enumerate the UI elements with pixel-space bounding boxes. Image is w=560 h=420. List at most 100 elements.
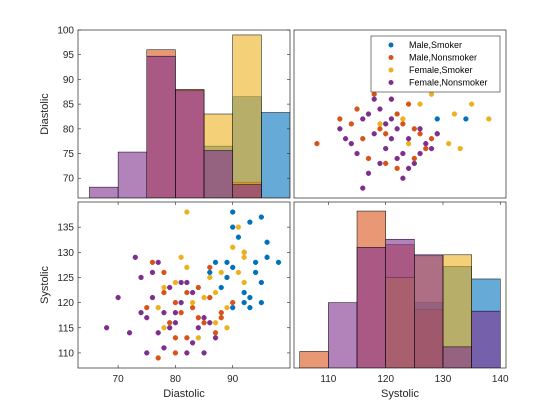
scatter-point-male-smoker [218,284,224,291]
legend-marker-female-nonsmoker [388,80,394,85]
y-tick-label: 90 [63,75,75,86]
scatter-point-female-nonsmoker [161,345,167,351]
scatter-point-female-nonsmoker [377,106,383,112]
scatter-point-male-smoker [207,269,213,276]
scatter-point-male-smoker [212,259,219,266]
scatter-point-female-nonsmoker [149,269,156,276]
scatter-point-female-nonsmoker [195,325,201,331]
y-tick-label: 135 [57,223,74,234]
scatter-point-female-smoker [457,145,463,152]
scatter-point-male-nonsmoker [394,165,400,172]
scatter-point-female-nonsmoker [417,126,423,132]
scatter-point-female-nonsmoker [405,136,412,142]
legend-marker-male-smoker [388,42,394,48]
scatter-point-female-nonsmoker [400,150,406,157]
histogram-bar-female-smoker [232,34,262,198]
scatter-point-female-nonsmoker [126,330,133,336]
histogram-bar-male-nonsmoker [299,351,329,368]
scatter-point-male-nonsmoker [144,304,150,311]
scatter-point-male-nonsmoker [423,145,429,152]
scatter-point-male-smoker [230,304,236,311]
scatter-point-female-nonsmoker [172,320,179,326]
histogram-bar-female-nonsmoker [471,310,501,368]
scatter-point-male-nonsmoker [161,269,167,276]
legend-marker-male-nonsmoker [388,55,394,60]
scatter-point-male-nonsmoker [218,315,224,321]
x-tick-label: 120 [377,374,394,385]
scatter-point-female-smoker [201,294,207,301]
diastolic-histogram-frame [77,29,291,199]
scatter-point-female-nonsmoker [360,185,366,191]
scatter-point-female-smoker [377,121,383,127]
scatter-point-female-smoker [195,335,201,341]
scatter-point-male-nonsmoker [207,264,213,271]
scatter-point-female-smoker [235,269,242,276]
scatter-point-female-smoker [224,304,230,311]
scatter-point-male-nonsmoker [383,131,389,137]
x-tick-label: 110 [320,374,336,385]
scatter-point-female-smoker [212,289,219,296]
scatter-point-female-nonsmoker [371,96,377,102]
scatter-point-male-nonsmoker [161,289,167,296]
histogram-bar-female-nonsmoker [232,184,262,198]
scatter-point-female-nonsmoker [167,325,173,331]
y-tick-label: 125 [57,273,74,284]
histogram-bar-female-nonsmoker [414,254,444,368]
y-tick-label: 115 [58,323,74,334]
diastolic-vs-systolic-scatter-frame [77,201,291,369]
scatter-point-female-nonsmoker [377,160,383,167]
y-axis-label-systolic: Systolic [39,266,51,304]
legend-label-male-smoker: Male,Smoker [409,40,462,50]
scatter-point-male-nonsmoker [172,299,179,306]
scatter-point-male-smoker [264,254,270,260]
scatter-point-male-nonsmoker [400,121,406,127]
scatter-point-female-smoker [428,91,435,97]
diastolic-histogram-panel: 70 75 80 85 90 95 100 [57,26,291,199]
scatter-point-male-smoker [224,259,230,266]
scatter-point-female-nonsmoker [178,279,184,286]
scatter-point-male-nonsmoker [405,101,412,107]
x-axis-label-systolic: Systolic [381,388,419,400]
scatter-point-female-smoker [230,244,236,250]
scatter-point-female-smoker [241,279,247,286]
scatter-point-female-nonsmoker [178,299,184,306]
scatter-point-male-smoker [463,116,469,122]
y-tick-label: 130 [57,248,74,259]
scatter-point-male-nonsmoker [195,284,201,291]
histogram-bar-female-nonsmoker [328,302,358,368]
y-tick-label: 95 [63,50,75,61]
scatter-point-male-nonsmoker [411,155,417,162]
scatter-point-male-nonsmoker [230,299,236,306]
scatter-point-female-smoker [486,116,492,122]
scatter-point-female-smoker [184,264,190,271]
scatter-point-female-smoker [161,325,167,331]
scatter-point-female-nonsmoker [405,165,412,172]
scatter-point-female-nonsmoker [388,136,395,142]
x-axis-label-diastolic: Diastolic [163,388,205,400]
scatter-point-male-nonsmoker [411,126,417,132]
scatter-point-male-nonsmoker [184,289,190,296]
scatter-point-female-smoker [446,140,452,147]
scatter-point-female-smoker [235,224,242,230]
scatter-point-female-nonsmoker [434,131,440,137]
scatter-point-female-nonsmoker [383,145,389,152]
scatter-point-male-smoker [241,299,247,306]
scatter-point-male-nonsmoker [184,335,190,341]
scatter-point-female-nonsmoker [144,350,150,356]
scatter-point-female-smoker [241,249,247,255]
scatter-point-female-nonsmoker [189,340,196,346]
y-tick-label: 70 [63,174,75,185]
scatter-point-female-smoker [189,299,196,306]
scatter-point-male-nonsmoker [149,259,156,266]
scatter-point-female-nonsmoker [115,294,121,301]
scatter-point-female-nonsmoker [149,294,156,301]
scatter-point-female-nonsmoker [365,111,372,117]
scatter-point-male-nonsmoker [195,315,201,321]
scatter-point-male-nonsmoker [212,330,219,336]
scatter-point-female-smoker [155,304,161,311]
scatter-point-female-nonsmoker [383,121,389,127]
scatter-point-male-smoker [258,299,265,306]
scatter-point-male-smoker [252,269,259,276]
scatter-point-male-nonsmoker [218,310,224,316]
scatter-point-female-nonsmoker [400,175,406,181]
